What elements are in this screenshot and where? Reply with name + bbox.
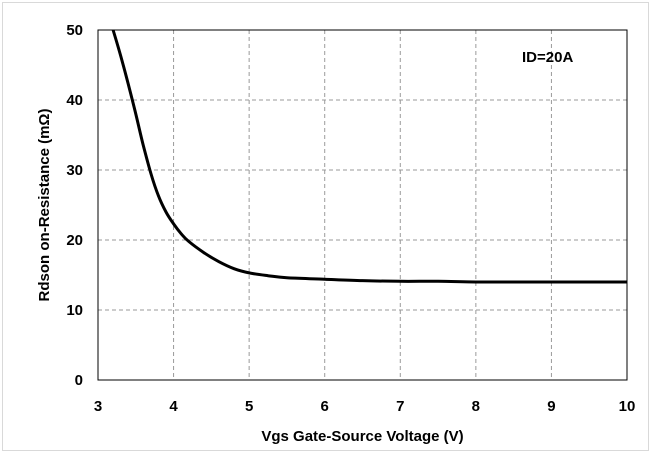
series-line: [111, 29, 627, 284]
y-tick-label: 50: [66, 22, 83, 39]
x-tick-label: 7: [396, 398, 404, 415]
x-tick-label: 4: [169, 398, 178, 415]
x-tick-label: 3: [94, 398, 102, 415]
y-tick-label: 20: [66, 232, 83, 249]
y-tick-label: 10: [66, 302, 83, 319]
x-tick-label: 6: [321, 398, 329, 415]
condition-annotation: ID=20A: [522, 49, 573, 66]
x-axis-label: Vgs Gate-Source Voltage (V): [261, 428, 463, 445]
grid: [98, 30, 627, 380]
chart-frame: [2, 2, 649, 451]
y-axis-label: Rdson on-Resistance (mΩ): [36, 109, 53, 302]
x-tick-label: 9: [547, 398, 555, 415]
x-tick-label: 5: [245, 398, 253, 415]
y-tick-label: 0: [75, 372, 83, 389]
x-tick-labels: 3 4 5 6 7 8 9 10: [94, 398, 636, 415]
series-group: [111, 29, 627, 284]
y-tick-label: 30: [66, 162, 83, 179]
y-tick-labels: 0 10 20 30 40 50: [66, 22, 83, 389]
x-tick-label: 10: [619, 398, 636, 415]
y-tick-label: 40: [66, 92, 83, 109]
plot-border: [97, 29, 628, 381]
x-tick-label: 8: [472, 398, 480, 415]
